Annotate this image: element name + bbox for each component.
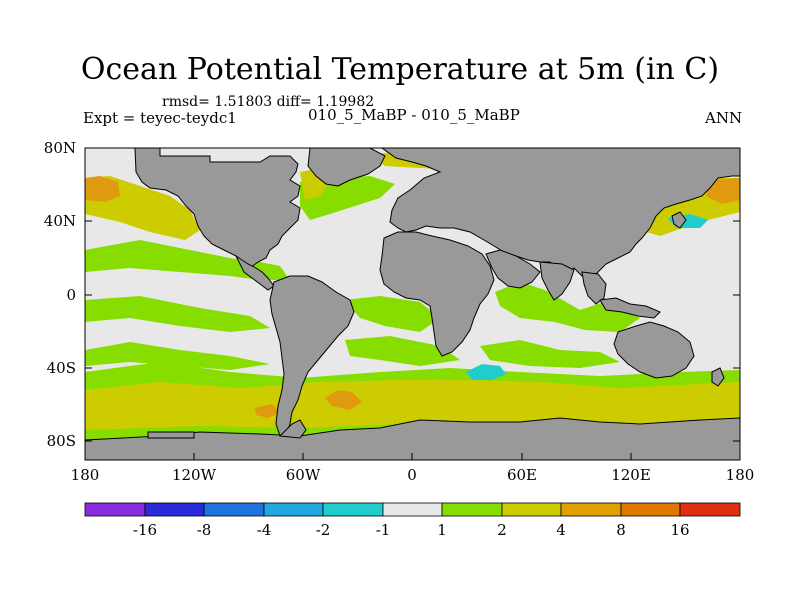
tropical-pacific-band-north <box>85 240 250 276</box>
colorbar-box-10 <box>679 502 741 517</box>
colorbar-label-2: -4 <box>257 521 272 539</box>
lon-label-60e: 60E <box>507 466 537 484</box>
lat-label-40s: 40S <box>47 359 76 377</box>
colorbar-label-5: 1 <box>437 521 447 539</box>
lat-label-40n: 40N <box>44 212 76 230</box>
colorbar-box-0 <box>84 502 146 517</box>
lon-label-120w: 120W <box>172 466 217 484</box>
colorbar-box-7 <box>501 502 562 517</box>
map-panel <box>85 148 740 460</box>
colorbar-box-5 <box>382 502 443 517</box>
rmsd-label: rmsd= <box>162 94 210 110</box>
land-eurasia <box>381 148 740 281</box>
experiment-label: Expt = teyec-teydc1 <box>83 109 237 127</box>
lon-label-180-east: 180 <box>726 466 755 484</box>
land-antarctica <box>85 417 740 460</box>
south-pacific-band <box>85 342 270 370</box>
colorbar-label-9: 16 <box>670 521 689 539</box>
south-atlantic-band <box>345 336 460 366</box>
colorbar-box-6 <box>441 502 503 517</box>
land-ice-shelf-strip <box>147 431 195 439</box>
stats-line: rmsd= 1.51803 diff= 1.19982 <box>162 94 374 110</box>
land-arabia <box>485 249 541 289</box>
colorbar-label-1: -8 <box>197 521 212 539</box>
colorbar-box-2 <box>203 502 265 517</box>
indian-ocean-south-band <box>480 340 620 368</box>
colorbar-box-9 <box>620 502 681 517</box>
colorbar-label-7: 4 <box>556 521 566 539</box>
colorbar-box-4 <box>322 502 384 517</box>
axis-ticks <box>84 147 741 460</box>
lat-label-80s: 80S <box>47 432 76 450</box>
tropical-atlantic-band <box>345 296 440 332</box>
land-antarctic-peninsula <box>278 419 307 439</box>
indian-ocean-cool-patch <box>466 364 506 380</box>
land-greenland <box>307 148 386 187</box>
land-india <box>539 261 575 301</box>
colorbar-label-8: 8 <box>616 521 626 539</box>
colorbar-label-4: -1 <box>376 521 391 539</box>
northwest-pacific-patch-4-8 <box>706 178 740 204</box>
land-australia <box>613 321 695 379</box>
colorbar-label-3: -2 <box>316 521 331 539</box>
rmsd-value: 1.51803 <box>214 94 273 110</box>
lon-label-60w: 60W <box>286 466 321 484</box>
land-maritime-continent <box>599 297 661 319</box>
pacific-south-patch-4-8 <box>255 404 280 418</box>
tropical-pacific-band-south <box>85 296 270 332</box>
colorbar <box>84 502 741 517</box>
lat-label-equator: 0 <box>66 286 76 304</box>
case-label: 010_5_MaBP - 010_5_MaBP <box>308 106 520 124</box>
colorbar-box-1 <box>144 502 205 517</box>
land-africa <box>379 231 495 357</box>
diff-label: diff= <box>276 94 312 110</box>
season-label: ANN <box>705 109 743 127</box>
colorbar-box-8 <box>560 502 622 517</box>
map-title: Ocean Potential Temperature at 5m (in C) <box>80 52 720 87</box>
colorbar-box-3 <box>263 502 324 517</box>
land-south-america <box>269 275 355 437</box>
lat-label-80n: 80N <box>44 139 76 157</box>
land-indochina <box>581 271 607 305</box>
north-pacific-patch-4-8 <box>85 176 120 202</box>
land-north-america <box>134 148 301 269</box>
colorbar-label-6: 2 <box>497 521 507 539</box>
southern-ocean-patch-4-8 <box>325 390 362 410</box>
land-masses <box>85 148 740 460</box>
lon-label-120e: 120E <box>611 466 651 484</box>
land-japan <box>671 211 687 229</box>
indian-ocean-band <box>495 282 640 332</box>
diff-value: 1.19982 <box>316 94 375 110</box>
land-new-zealand <box>711 367 725 387</box>
lon-label-0: 0 <box>407 466 417 484</box>
lon-label-180-west: 180 <box>71 466 100 484</box>
colorbar-label-0: -16 <box>133 521 157 539</box>
